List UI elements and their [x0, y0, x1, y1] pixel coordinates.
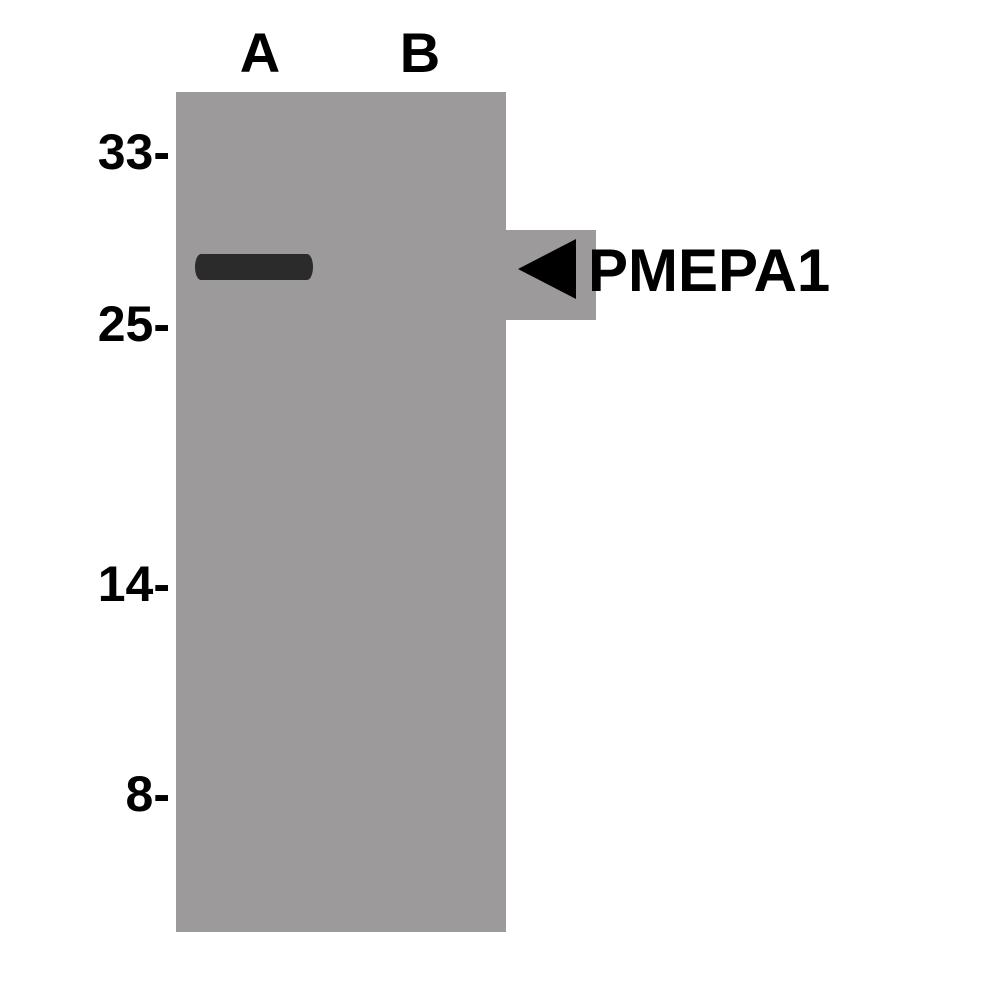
protein-name-label: PMEPA1 — [588, 236, 830, 305]
arrow-left-icon — [518, 239, 576, 299]
mw-marker: 33- — [0, 123, 170, 181]
mw-marker: 8- — [0, 765, 170, 823]
mw-marker: 14- — [0, 555, 170, 613]
mw-marker: 25- — [0, 295, 170, 353]
lane-label-b: B — [390, 20, 450, 85]
lane-label-a: A — [230, 20, 290, 85]
western-blot-strip — [176, 92, 506, 932]
protein-band-lane-a — [195, 254, 313, 280]
